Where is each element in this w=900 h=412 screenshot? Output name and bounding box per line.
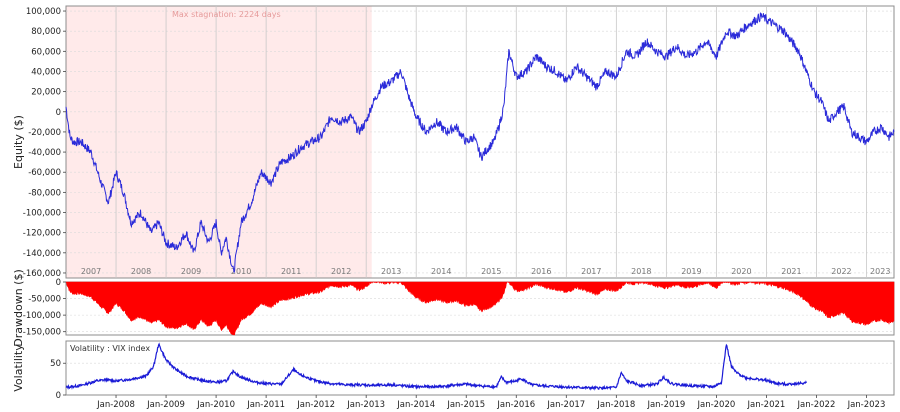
stagnation-annotation: Max stagnation: 2224 days	[172, 10, 281, 19]
equity-tick-label: -120,000	[23, 229, 61, 239]
year-label: 2018	[631, 267, 651, 276]
equity-tick-label: 0	[56, 108, 61, 118]
volatility-y-ticks: 0 50	[50, 359, 66, 401]
x-tick-label: Jan-2008	[96, 400, 135, 410]
year-label: 2007	[81, 267, 101, 276]
x-tick-label: Jan-2023	[847, 400, 886, 410]
volatility-tick-label: 50	[50, 359, 61, 369]
x-tick-label: Jan-2019	[646, 400, 685, 410]
drawdown-axis-label: Drawdown ($)	[12, 269, 25, 347]
drawdown-tick-label: -50,000	[28, 295, 61, 305]
year-label: 2015	[481, 267, 501, 276]
equity-tick-label: -40,000	[28, 148, 61, 158]
year-label: 2009	[181, 267, 201, 276]
x-tick-label: Jan-2014	[396, 400, 435, 410]
equity-series-line	[65, 12, 895, 273]
drawdown-tick-label: -100,000	[23, 311, 61, 321]
equity-tick-label: 100,000	[26, 7, 61, 17]
volatility-legend: Volatility : VIX index	[70, 344, 150, 353]
equity-tick-label: 60,000	[31, 47, 61, 57]
x-tick-label: Jan-2020	[696, 400, 735, 410]
x-tick-label: Jan-2015	[446, 400, 485, 410]
year-label: 2019	[681, 267, 701, 276]
equity-tick-label: -100,000	[23, 209, 61, 219]
year-dividers	[115, 6, 867, 278]
year-label: 2010	[231, 267, 251, 276]
equity-tick-label: -80,000	[28, 188, 61, 198]
drawdown-tick-label: 0	[56, 278, 61, 288]
volatility-panel: 0 50 Volatility : VIX index Volatility	[12, 340, 895, 401]
equity-tick-label: 80,000	[31, 27, 61, 37]
volatility-plot-area	[65, 340, 895, 396]
equity-tick-label: -160,000	[23, 269, 61, 279]
equity-tick-label: 40,000	[31, 67, 61, 77]
x-tick-label: Jan-2016	[496, 400, 535, 410]
year-label: 2023	[870, 267, 890, 276]
year-label: 2013	[381, 267, 401, 276]
x-tick-label: Jan-2022	[797, 400, 836, 410]
x-tick-label: Jan-2018	[596, 400, 635, 410]
x-tick-label: Jan-2017	[546, 400, 585, 410]
stagnation-region	[66, 6, 372, 278]
equity-grid	[66, 10, 894, 274]
x-tick-label: Jan-2012	[296, 400, 335, 410]
volatility-axis-label: Volatility	[12, 344, 25, 392]
volatility-tick-label: 0	[56, 391, 61, 401]
x-tick-label: Jan-2010	[196, 400, 235, 410]
equity-y-ticks: 100,000 80,000 60,000 40,000 20,000 0 -20,000 -…	[23, 7, 66, 279]
year-label: 2016	[531, 267, 551, 276]
equity-panel: 100,000 80,000 60,000 40,000 20,000 0 -20,000 -…	[12, 5, 895, 279]
year-label: 2011	[281, 267, 301, 276]
year-label: 2008	[131, 267, 151, 276]
drawdown-area	[65, 281, 895, 336]
x-tick-label: Jan-2011	[246, 400, 285, 410]
year-label: 2012	[331, 267, 351, 276]
year-label: 2021	[781, 267, 801, 276]
x-tick-label: Jan-2021	[747, 400, 786, 410]
equity-tick-label: -60,000	[28, 168, 61, 178]
volatility-series-line	[65, 342, 807, 391]
x-tick-label: Jan-2009	[146, 400, 185, 410]
equity-tick-label: -140,000	[23, 249, 61, 259]
x-tick-label: Jan-2013	[346, 400, 385, 410]
drawdown-y-ticks: 0 -50,000 -100,000 -150,000	[23, 278, 66, 338]
year-labels: 2007 2008 2009 2010 2011 2012 2013 2014 2015 2016…	[81, 267, 891, 276]
equity-axis-label: Equity ($)	[12, 115, 25, 169]
equity-tick-label: -20,000	[28, 128, 61, 138]
year-label: 2020	[731, 267, 751, 276]
drawdown-tick-label: -150,000	[23, 328, 61, 338]
year-label: 2017	[581, 267, 601, 276]
equity-tick-label: 20,000	[31, 88, 61, 98]
year-label: 2014	[431, 267, 451, 276]
x-axis-ticks: Jan-2008 Jan-2009 Jan-2010 Jan-2011 Jan-2012…	[96, 395, 885, 410]
year-label: 2022	[831, 267, 851, 276]
drawdown-panel: 0 -50,000 -100,000 -150,000 Drawdown ($)	[12, 269, 895, 347]
